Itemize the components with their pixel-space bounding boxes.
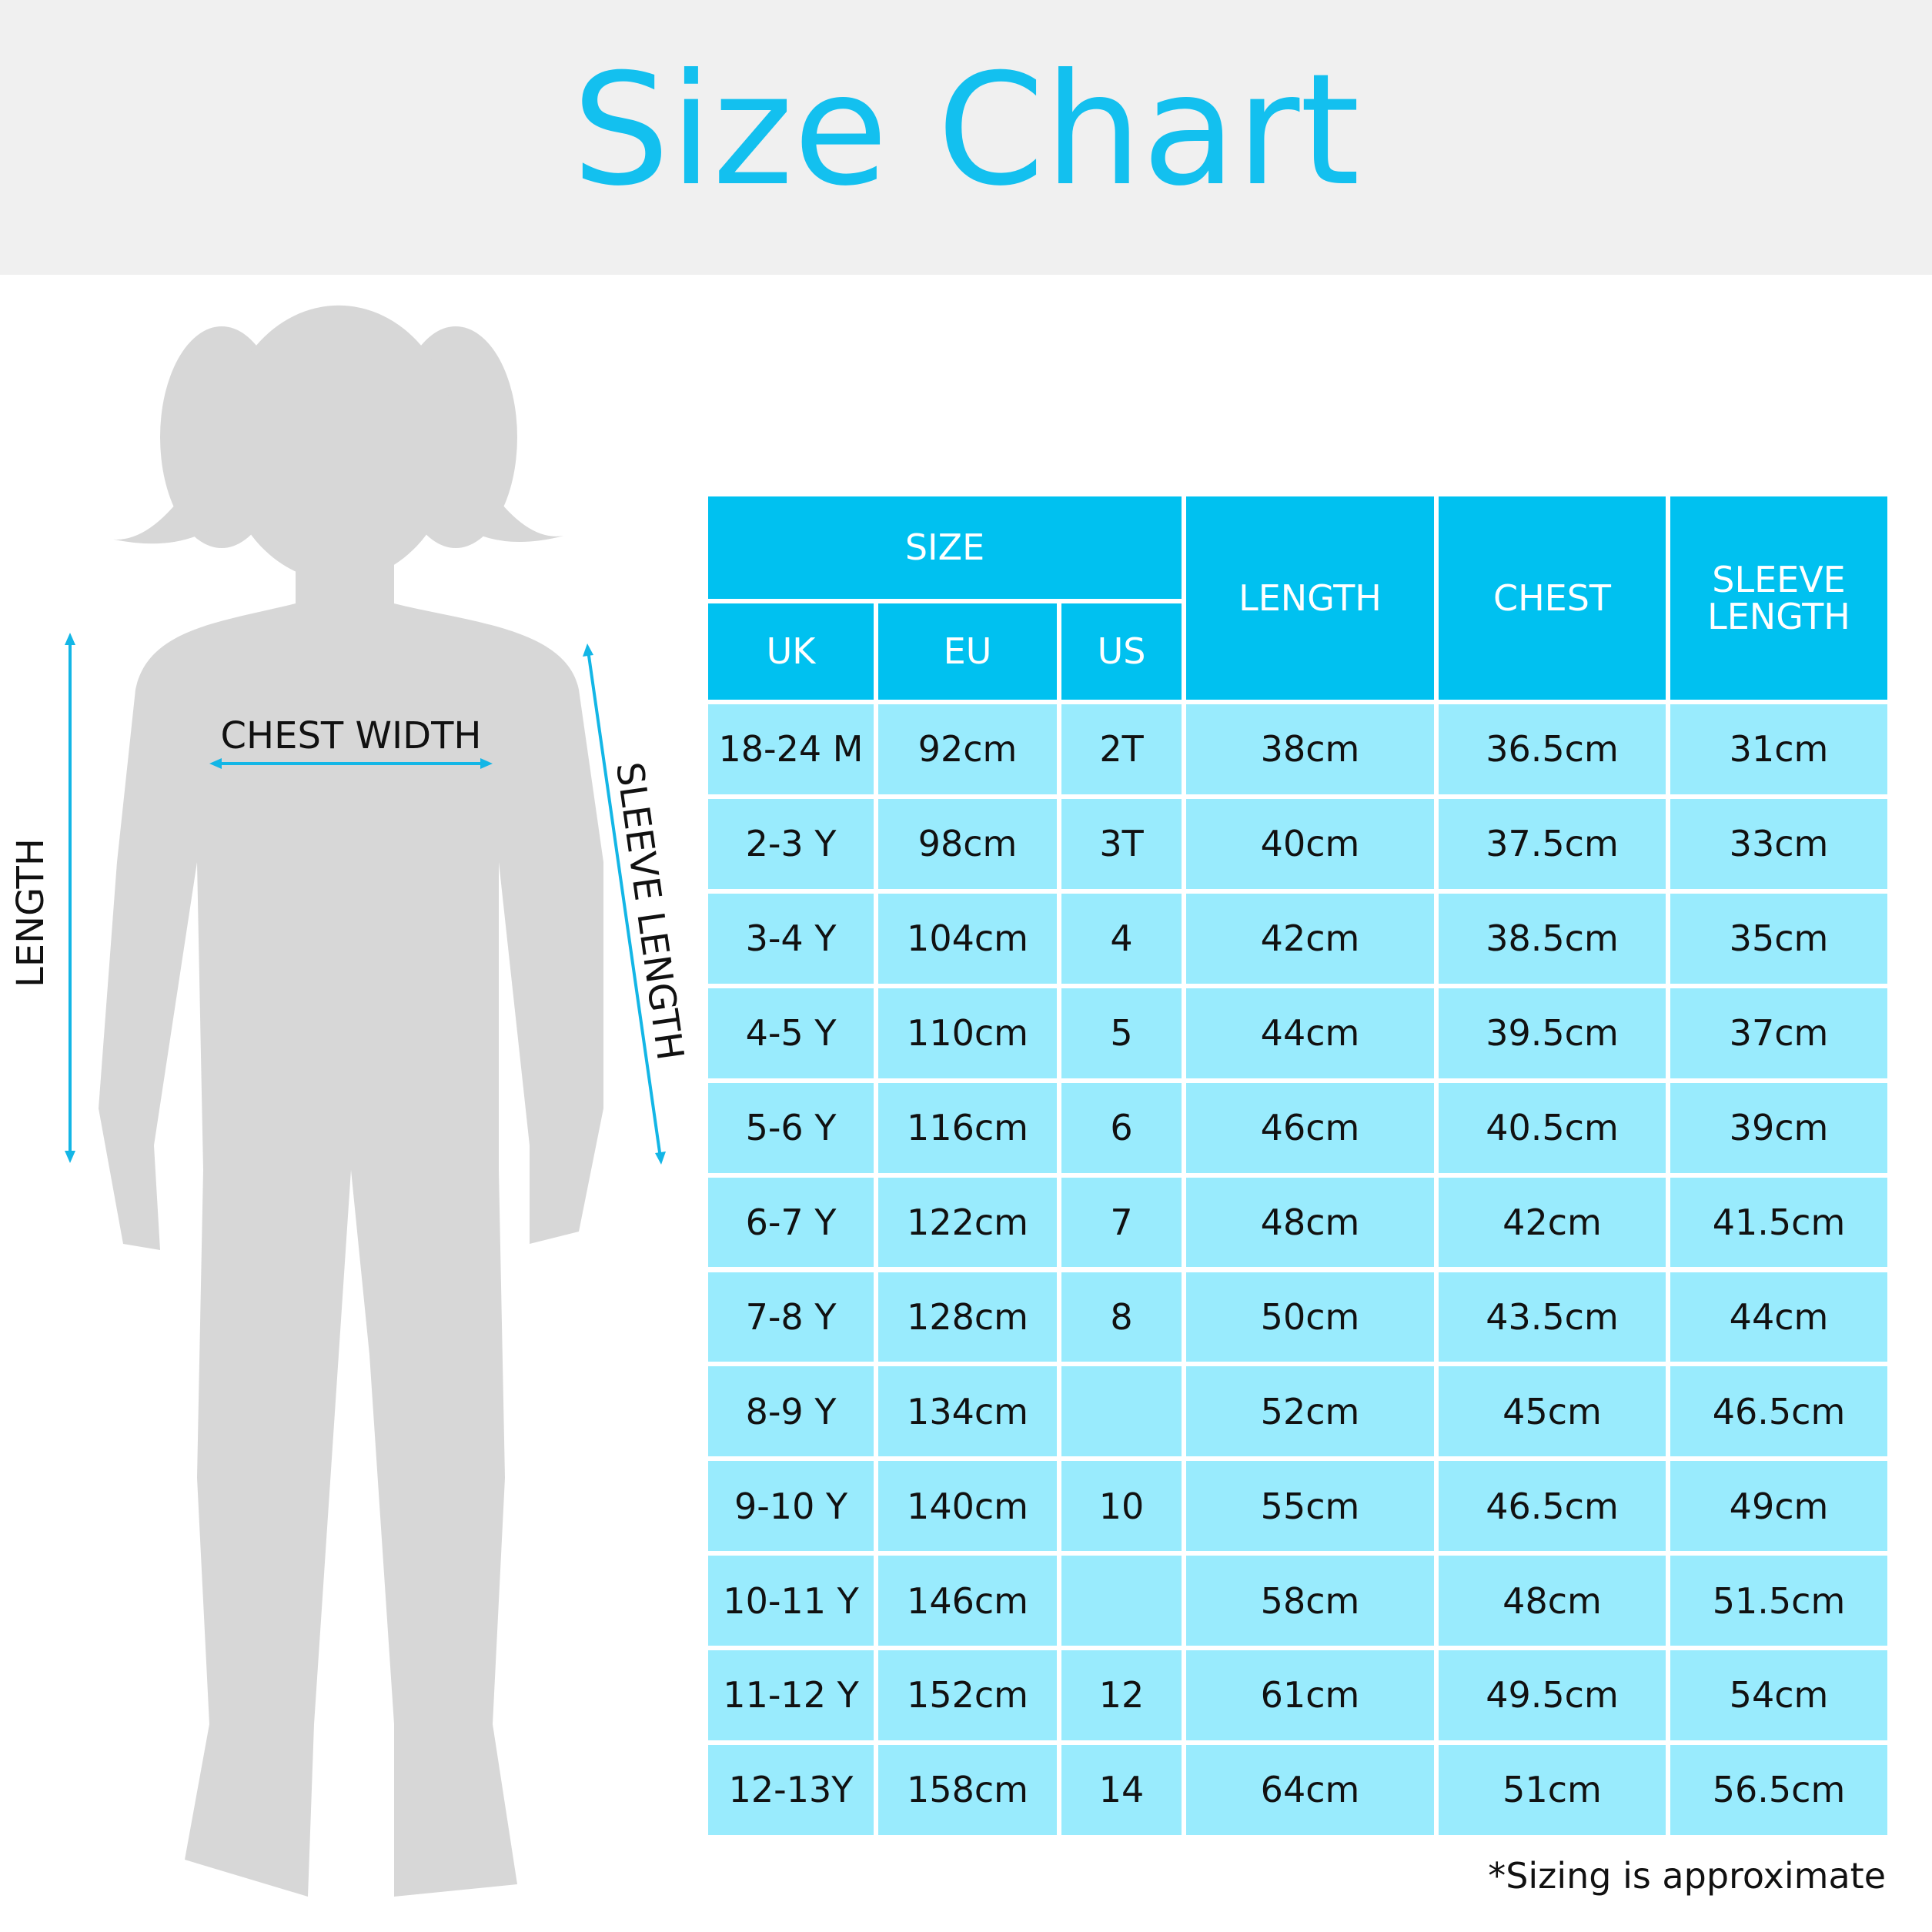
table-cell: 61cm bbox=[1186, 1650, 1434, 1741]
table-cell: 55cm bbox=[1186, 1461, 1434, 1552]
table-cell: 12 bbox=[1061, 1650, 1182, 1741]
table-cell: 49.5cm bbox=[1439, 1650, 1666, 1741]
table-cell: 12-13Y bbox=[708, 1745, 874, 1835]
table-cell: 37cm bbox=[1670, 988, 1887, 1078]
table-cell bbox=[1061, 1556, 1182, 1646]
table-cell: 43.5cm bbox=[1439, 1272, 1666, 1362]
footnote: *Sizing is approximate bbox=[1488, 1855, 1886, 1897]
column-header: CHEST bbox=[1439, 496, 1666, 700]
column-header: SLEEVE LENGTH bbox=[1670, 496, 1887, 700]
table-cell: 7 bbox=[1061, 1177, 1182, 1268]
table-cell: 92cm bbox=[878, 704, 1057, 794]
table-cell: 38.5cm bbox=[1439, 893, 1666, 984]
table-cell: 116cm bbox=[878, 1082, 1057, 1173]
table-cell: 54cm bbox=[1670, 1650, 1887, 1741]
table-cell: 52cm bbox=[1186, 1366, 1434, 1457]
table-cell: 64cm bbox=[1186, 1745, 1434, 1835]
title: Size Chart bbox=[572, 41, 1360, 220]
table-cell: 39cm bbox=[1670, 1082, 1887, 1173]
table-cell: 110cm bbox=[878, 988, 1057, 1078]
table-cell: 10 bbox=[1061, 1461, 1182, 1552]
table-cell: 42cm bbox=[1439, 1177, 1666, 1268]
table-cell: 122cm bbox=[878, 1177, 1057, 1268]
table-cell: 37.5cm bbox=[1439, 798, 1666, 889]
table-cell: 50cm bbox=[1186, 1272, 1434, 1362]
sub-header: EU bbox=[878, 603, 1057, 700]
table-cell: 44cm bbox=[1670, 1272, 1887, 1362]
table-cell: 4-5 Y bbox=[708, 988, 874, 1078]
table-cell: 58cm bbox=[1186, 1556, 1434, 1646]
chest-label: CHEST WIDTH bbox=[221, 714, 482, 757]
table-cell: 42cm bbox=[1186, 893, 1434, 984]
table-cell: 2T bbox=[1061, 704, 1182, 794]
table-cell: 36.5cm bbox=[1439, 704, 1666, 794]
table-cell: 39.5cm bbox=[1439, 988, 1666, 1078]
table-cell: 5 bbox=[1061, 988, 1182, 1078]
table-cell: 128cm bbox=[878, 1272, 1057, 1362]
arrows bbox=[65, 633, 666, 1165]
table-cell: 9-10 Y bbox=[708, 1461, 874, 1552]
table-cell: 40.5cm bbox=[1439, 1082, 1666, 1173]
figure: CHEST WIDTH LENGTH SLEEVE LENGTH bbox=[9, 305, 692, 1897]
sub-header: US bbox=[1061, 603, 1182, 700]
length-label: LENGTH bbox=[9, 838, 52, 988]
table-cell: 104cm bbox=[878, 893, 1057, 984]
table-cell: 51cm bbox=[1439, 1745, 1666, 1835]
table-cell: 44cm bbox=[1186, 988, 1434, 1078]
table-cell: 146cm bbox=[878, 1556, 1057, 1646]
table-cell: 10-11 Y bbox=[708, 1556, 874, 1646]
table-cell: 48cm bbox=[1439, 1556, 1666, 1646]
table-cell: 134cm bbox=[878, 1366, 1057, 1457]
table-cell: 35cm bbox=[1670, 893, 1887, 984]
table-cell: 49cm bbox=[1670, 1461, 1887, 1552]
table-cell: 46.5cm bbox=[1439, 1461, 1666, 1552]
table-cell: 3-4 Y bbox=[708, 893, 874, 984]
table-cell: 33cm bbox=[1670, 798, 1887, 889]
table-cell: 18-24 M bbox=[708, 704, 874, 794]
table-cell: 3T bbox=[1061, 798, 1182, 889]
table-cell: 11-12 Y bbox=[708, 1650, 874, 1741]
table-cell bbox=[1061, 1366, 1182, 1457]
sleeve-label: SLEEVE LENGTH bbox=[607, 760, 692, 1063]
table-cell: 14 bbox=[1061, 1745, 1182, 1835]
table-cell: 40cm bbox=[1186, 798, 1434, 889]
column-header: LENGTH bbox=[1186, 496, 1434, 700]
group-header: SIZE bbox=[708, 496, 1182, 599]
table-cell: 6 bbox=[1061, 1082, 1182, 1173]
table-cell: 8-9 Y bbox=[708, 1366, 874, 1457]
table-cell: 2-3 Y bbox=[708, 798, 874, 889]
table-cell: 7-8 Y bbox=[708, 1272, 874, 1362]
table-cell: 8 bbox=[1061, 1272, 1182, 1362]
table-cell: 48cm bbox=[1186, 1177, 1434, 1268]
table-cell: 41.5cm bbox=[1670, 1177, 1887, 1268]
table-cell: 45cm bbox=[1439, 1366, 1666, 1457]
table-cell: 56.5cm bbox=[1670, 1745, 1887, 1835]
table-cell: 6-7 Y bbox=[708, 1177, 874, 1268]
table-cell: 98cm bbox=[878, 798, 1057, 889]
table-cell: 152cm bbox=[878, 1650, 1057, 1741]
header-band: Size Chart bbox=[0, 0, 1932, 275]
table-cell: 46cm bbox=[1186, 1082, 1434, 1173]
table-cell: 5-6 Y bbox=[708, 1082, 874, 1173]
table-cell: 38cm bbox=[1186, 704, 1434, 794]
table-cell: 4 bbox=[1061, 893, 1182, 984]
table-cell: 51.5cm bbox=[1670, 1556, 1887, 1646]
table-cell: 31cm bbox=[1670, 704, 1887, 794]
table-cell: 140cm bbox=[878, 1461, 1057, 1552]
silhouette bbox=[99, 305, 603, 1897]
sub-header: UK bbox=[708, 603, 874, 700]
table-cell: 46.5cm bbox=[1670, 1366, 1887, 1457]
table-cell: 158cm bbox=[878, 1745, 1057, 1835]
